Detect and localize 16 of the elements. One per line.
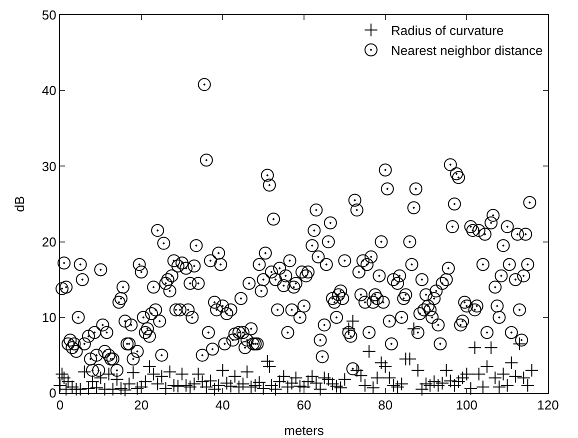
- x-tick-label: 100: [456, 398, 478, 413]
- x-tick-label: 80: [378, 398, 393, 413]
- legend-label: Nearest neighbor distance: [391, 42, 543, 58]
- x-tick-label: 60: [296, 398, 312, 413]
- y-tick-label: 30: [42, 158, 56, 174]
- y-tick-label: 20: [42, 234, 56, 250]
- y-axis-title: dB: [12, 196, 27, 212]
- y-tick-label: 50: [42, 8, 56, 23]
- x-tick-label: 20: [134, 398, 149, 413]
- y-tick-label: 10: [42, 310, 56, 325]
- y-tick-label: 40: [42, 83, 56, 98]
- y-tick-label: 0: [49, 386, 56, 401]
- x-axis-title: meters: [284, 423, 324, 438]
- x-tick-label: 120: [537, 398, 559, 413]
- legend-label: Radius of curvature: [391, 23, 504, 38]
- x-tick-label: 40: [215, 398, 230, 413]
